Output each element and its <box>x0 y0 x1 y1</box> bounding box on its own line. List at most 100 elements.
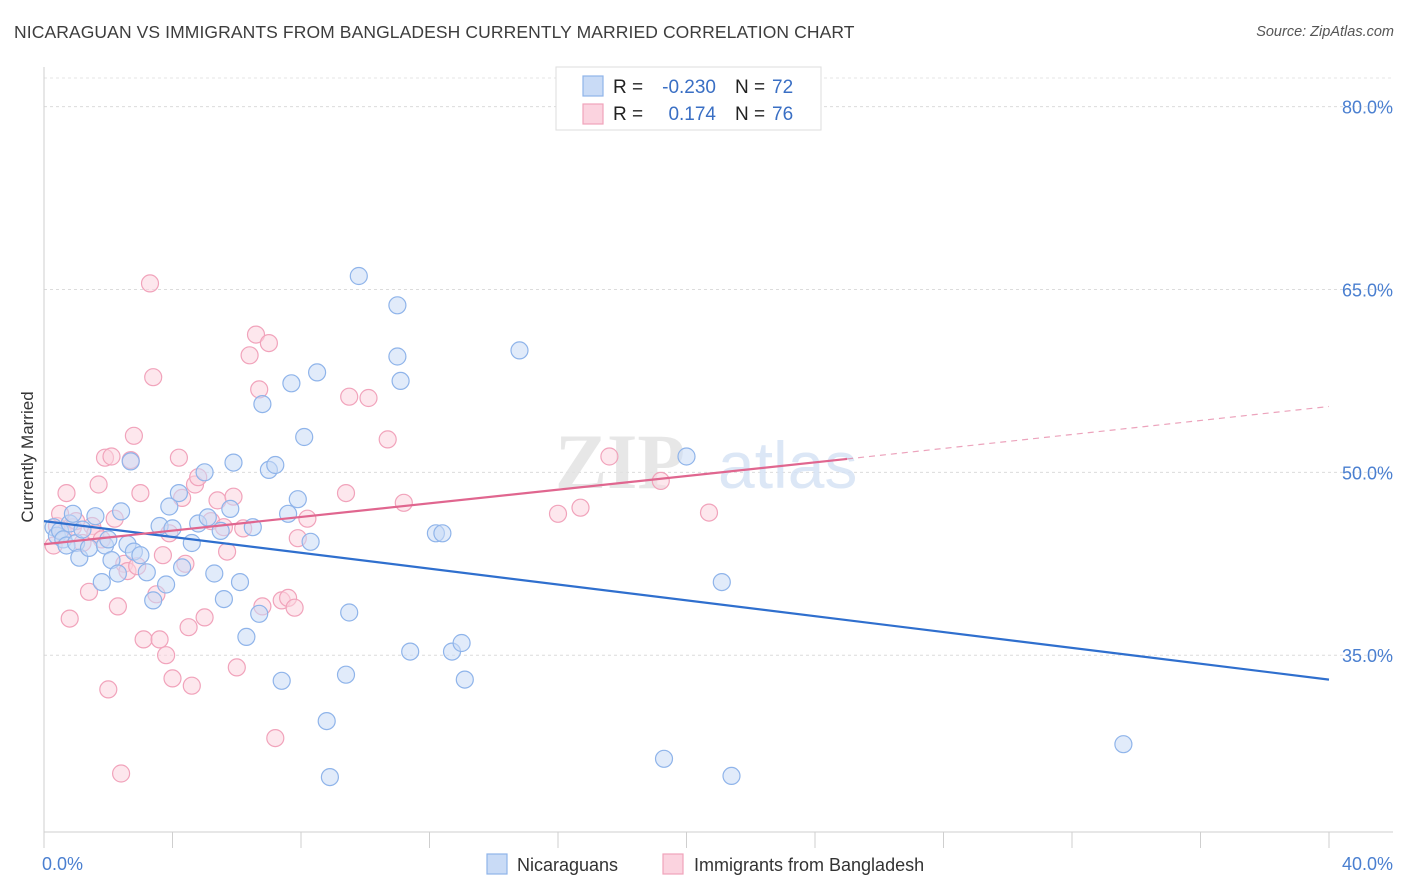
nicaraguan-point <box>388 296 407 315</box>
bangladesh-point <box>651 471 670 490</box>
y-tick-label: 50.0% <box>1342 463 1393 483</box>
nicaraguan-point <box>63 504 83 523</box>
axes <box>43 67 1393 848</box>
bangladesh-point <box>571 498 590 517</box>
nicaraguan-point <box>308 363 327 382</box>
y-axis-label: Currently Married <box>18 391 37 522</box>
stats-n-label-pink: N = <box>735 104 765 125</box>
bangladesh-point <box>182 676 201 695</box>
gridlines <box>44 77 1393 656</box>
nicaraguan-point <box>253 395 272 414</box>
nicaraguan-point <box>401 642 420 661</box>
nicaraguan-point <box>320 767 339 787</box>
nicaraguan-point <box>317 711 336 731</box>
nicaraguan-point <box>237 627 256 647</box>
nicaraguan-point <box>221 499 240 518</box>
bangladesh-point <box>163 669 182 688</box>
bangladesh-point <box>285 598 304 617</box>
nicaraguan-point <box>391 371 410 390</box>
nicaraguan-point <box>349 266 368 286</box>
nicaraguan-point <box>336 665 356 684</box>
nicaraguan-point <box>266 455 285 475</box>
nicaraguan-point <box>224 453 243 472</box>
stats-n-value-pink: 76 <box>772 104 793 125</box>
bangladesh-point <box>179 618 198 637</box>
nicaraguan-point <box>73 520 92 539</box>
legend-label-nicaraguans: Nicaraguans <box>517 855 618 875</box>
stats-r-value-blue: -0.230 <box>662 77 716 98</box>
nicaraguan-point <box>86 507 105 526</box>
legend-label-bangladesh: Immigrants from Bangladesh <box>694 855 924 875</box>
nicaraguan-point <box>452 633 471 653</box>
bottom-legend: Nicaraguans Immigrants from Bangladesh <box>486 853 924 875</box>
bangladesh-point <box>600 447 619 466</box>
watermark-zip: ZIP <box>555 418 685 505</box>
nicaraguan-point <box>250 604 269 623</box>
nicaraguan-point <box>455 670 474 689</box>
bangladesh-point <box>548 504 568 523</box>
stats-legend-swatch-blue <box>582 75 604 97</box>
watermark: ZIP atlas <box>555 418 857 505</box>
nicaraguan-point <box>198 508 217 527</box>
bangladesh-point <box>266 728 285 748</box>
bangladesh-point <box>57 484 76 503</box>
nicaraguan-point <box>121 452 140 471</box>
nicaraguan-point <box>288 490 307 509</box>
legend-swatch-bangladesh <box>662 853 684 875</box>
nicaraguan-point <box>108 564 128 583</box>
nicaraguan-point <box>433 524 452 543</box>
stats-legend-swatch-pink <box>582 103 604 125</box>
bangladesh-point <box>102 447 121 466</box>
nicaraguan-point <box>272 671 291 690</box>
bangladesh-trend-line <box>43 457 848 546</box>
nicaraguan-point <box>282 374 301 393</box>
bangladesh-point <box>699 503 719 522</box>
stats-legend: R = -0.230 N = 72 R = 0.174 N = 76 <box>555 66 822 131</box>
source-label: Source: ZipAtlas.com <box>1256 24 1394 40</box>
nicaraguan-point <box>295 427 314 447</box>
stats-r-label-blue: R = <box>613 77 643 98</box>
nicaraguan-point <box>92 572 111 592</box>
bangladesh-point <box>336 484 356 503</box>
x-tick-label: 0.0% <box>42 854 83 874</box>
bangladesh-point <box>89 475 108 494</box>
bangladesh-point <box>134 630 153 649</box>
bangladesh-point <box>378 430 397 449</box>
bangladesh-point <box>157 646 176 665</box>
nicaraguan-point <box>195 463 214 482</box>
y-tick-label: 35.0% <box>1342 646 1393 666</box>
bangladesh-point <box>340 387 359 406</box>
bangladesh-point <box>99 680 118 699</box>
nicaraguan-point <box>712 572 731 592</box>
bangladesh-point <box>394 493 413 512</box>
bangladesh-trend-extension <box>847 405 1330 460</box>
bangladesh-point <box>153 546 172 565</box>
bangladesh-point <box>250 380 269 399</box>
nicaraguan-trend-line <box>43 520 1330 681</box>
nicaraguan-point <box>182 533 201 553</box>
nicaraguan-point <box>131 546 150 565</box>
bangladesh-point <box>227 658 246 677</box>
stats-n-value-blue: 72 <box>772 77 793 98</box>
nicaraguan-point <box>157 575 176 594</box>
nicaraguan-point <box>111 502 131 521</box>
bangladesh-points <box>44 274 719 783</box>
nicaraguan-point <box>510 341 529 360</box>
stats-n-label-blue: N = <box>735 77 765 98</box>
y-tick-label: 80.0% <box>1342 98 1393 118</box>
bangladesh-point <box>246 325 266 344</box>
bangladesh-point <box>218 542 237 561</box>
nicaraguan-point <box>301 532 320 551</box>
bangladesh-point <box>108 597 128 616</box>
nicaraguan-point <box>340 603 359 622</box>
stats-r-value-pink: 0.174 <box>668 104 716 125</box>
nicaraguan-point <box>160 497 179 516</box>
bangladesh-point <box>79 582 99 601</box>
nicaraguan-point <box>722 766 741 786</box>
nicaraguan-point <box>214 589 233 609</box>
x-tick-label: 40.0% <box>1342 854 1393 874</box>
bangladesh-point <box>144 368 163 387</box>
bangladesh-point <box>131 484 150 503</box>
nicaraguan-points <box>44 266 1133 787</box>
